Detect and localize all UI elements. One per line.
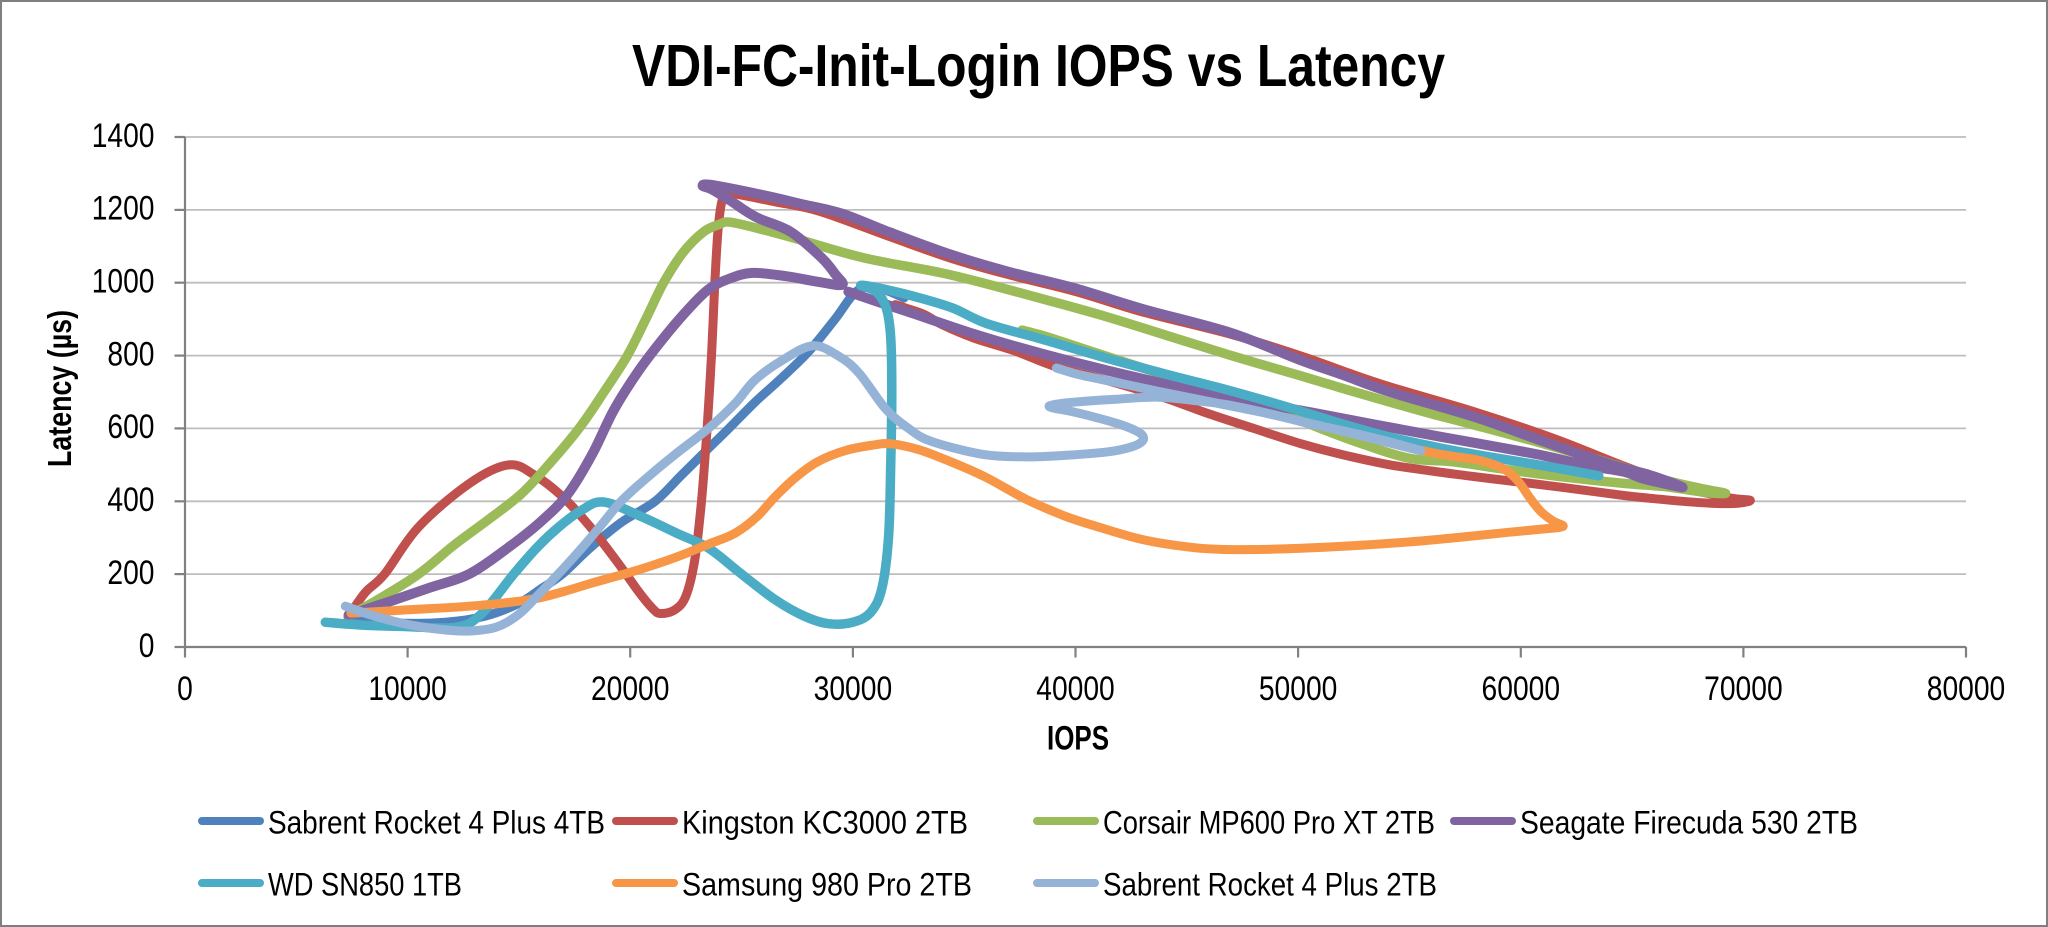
svg-text:80000: 80000 <box>1927 670 2006 708</box>
svg-text:Seagate Firecuda 530 2TB: Seagate Firecuda 530 2TB <box>1520 805 1858 841</box>
svg-text:800: 800 <box>107 335 154 373</box>
svg-text:40000: 40000 <box>1036 670 1115 708</box>
svg-text:VDI-FC-Init-Login IOPS vs Late: VDI-FC-Init-Login IOPS vs Latency <box>632 33 1445 99</box>
svg-text:IOPS: IOPS <box>1047 720 1109 758</box>
svg-text:Samsung 980 Pro 2TB: Samsung 980 Pro 2TB <box>682 867 972 903</box>
svg-text:0: 0 <box>177 670 193 708</box>
svg-text:Sabrent Rocket 4 Plus 2TB: Sabrent Rocket 4 Plus 2TB <box>1103 867 1437 903</box>
svg-text:50000: 50000 <box>1259 670 1338 708</box>
svg-text:30000: 30000 <box>814 670 893 708</box>
svg-text:0: 0 <box>139 627 155 665</box>
svg-text:Latency (µs): Latency (µs) <box>41 310 78 467</box>
svg-text:Sabrent Rocket 4 Plus 4TB: Sabrent Rocket 4 Plus 4TB <box>268 805 605 841</box>
svg-text:400: 400 <box>107 481 154 519</box>
svg-text:20000: 20000 <box>591 670 670 708</box>
svg-text:Corsair MP600 Pro XT 2TB: Corsair MP600 Pro XT 2TB <box>1103 805 1435 841</box>
svg-text:600: 600 <box>107 408 154 446</box>
svg-text:Kingston KC3000 2TB: Kingston KC3000 2TB <box>682 805 968 841</box>
svg-text:200: 200 <box>107 554 154 592</box>
svg-text:60000: 60000 <box>1482 670 1561 708</box>
svg-text:WD SN850 1TB: WD SN850 1TB <box>268 867 462 903</box>
svg-text:1400: 1400 <box>92 117 155 155</box>
svg-text:1000: 1000 <box>92 263 155 301</box>
svg-text:70000: 70000 <box>1704 670 1783 708</box>
svg-text:10000: 10000 <box>368 670 447 708</box>
svg-text:1200: 1200 <box>92 190 155 228</box>
